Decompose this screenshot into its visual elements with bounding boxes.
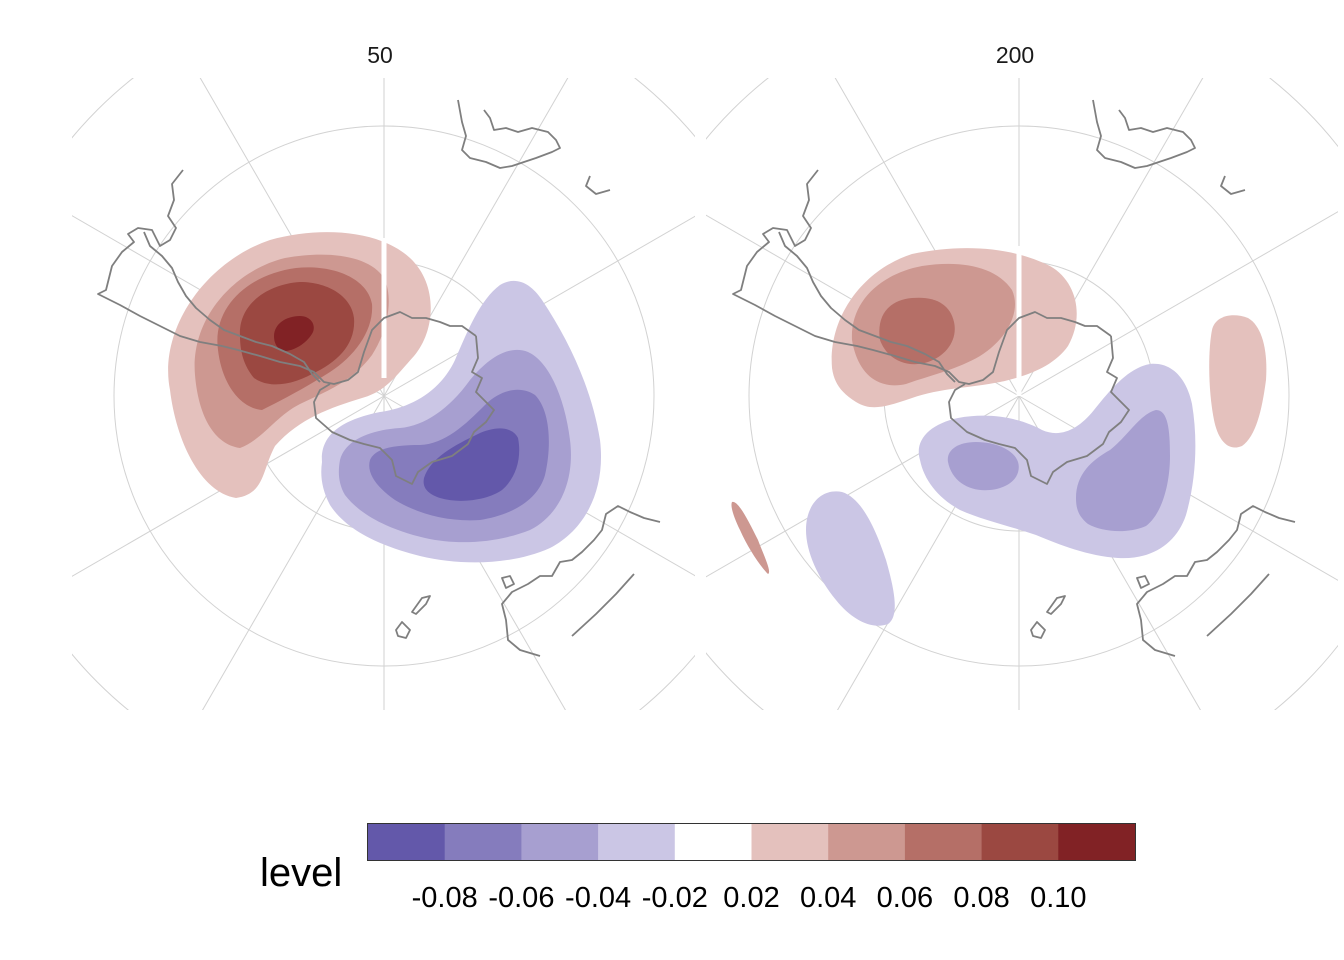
coastline-australia bbox=[1136, 505, 1296, 657]
legend-tick-label: 0.08 bbox=[953, 882, 1009, 914]
legend-bin-4 bbox=[674, 824, 752, 860]
legend-bin-9 bbox=[1058, 824, 1136, 860]
seam-right bbox=[1016, 246, 1022, 396]
panel-title-200: 200 bbox=[996, 42, 1034, 68]
legend-bin-8 bbox=[981, 824, 1059, 860]
coastline-antarctica bbox=[313, 335, 495, 485]
legend-bin-0 bbox=[368, 824, 446, 860]
legend-bin-6 bbox=[828, 824, 906, 860]
coastline-island-2 bbox=[1030, 621, 1046, 639]
negative-anomaly-left bbox=[321, 280, 602, 563]
legend-tick-label: 0.02 bbox=[723, 882, 779, 914]
legend-tick-label: 0.04 bbox=[800, 882, 856, 914]
coastline-south-america-inner bbox=[143, 231, 321, 383]
coastline-island-3 bbox=[1136, 575, 1150, 589]
seam-left bbox=[381, 238, 387, 378]
contour-band--0.04-b bbox=[1076, 410, 1170, 532]
negative-anomaly-southwest bbox=[806, 491, 895, 626]
panel-200: 200 bbox=[706, 42, 1338, 710]
legend-bin-2 bbox=[521, 824, 599, 860]
coastline-island-3 bbox=[501, 575, 515, 589]
contour-band-0.10 bbox=[274, 316, 314, 351]
contour-band-0.06 bbox=[879, 297, 955, 365]
legend-title: level bbox=[260, 851, 342, 895]
negative-anomaly-right bbox=[806, 363, 1196, 626]
coastline-island-1 bbox=[411, 595, 431, 615]
coastline-island-1 bbox=[1046, 595, 1066, 615]
legend-bin-7 bbox=[904, 824, 983, 860]
contour-band--0.08 bbox=[423, 428, 520, 501]
legend-tick-label: -0.06 bbox=[488, 882, 554, 914]
legend-bin-3 bbox=[598, 824, 676, 860]
positive-anomaly-southwest bbox=[731, 501, 770, 574]
legend-tick-label: -0.04 bbox=[565, 882, 631, 914]
legend-tick-label: -0.08 bbox=[412, 882, 478, 914]
coastline-south-america-inner bbox=[778, 231, 956, 383]
panel-50: 50 bbox=[72, 42, 695, 710]
legend-colorbar-frame bbox=[367, 823, 1136, 861]
positive-anomaly-right bbox=[731, 246, 1267, 574]
contour-band--0.04 bbox=[947, 442, 1019, 491]
legend-bin-5 bbox=[751, 824, 829, 860]
coastline-island-2 bbox=[395, 621, 411, 639]
coastlines-right bbox=[732, 99, 1296, 657]
coastline-island-madagascar bbox=[1220, 175, 1246, 195]
coastline-africa bbox=[1092, 99, 1196, 169]
legend: level -0.08 -0.06 -0.04 -0.02 0.02 0.04 0.06 0.… bbox=[260, 823, 1136, 914]
coastline-south-america bbox=[97, 169, 477, 385]
positive-anomaly-east bbox=[1209, 315, 1267, 448]
panel-title-50: 50 bbox=[367, 42, 393, 68]
legend-tick-label: -0.02 bbox=[642, 882, 708, 914]
legend-bin-1 bbox=[444, 824, 522, 860]
coastline-australia bbox=[501, 505, 661, 657]
graticule-left bbox=[72, 78, 695, 710]
legend-tick-label: 0.10 bbox=[1030, 882, 1086, 914]
coastline-island-madagascar bbox=[585, 175, 611, 195]
coastline-africa bbox=[457, 99, 561, 169]
coastline-south-america bbox=[732, 169, 1112, 385]
legend-tick-label: 0.06 bbox=[877, 882, 933, 914]
coastline-new-zealand bbox=[1206, 573, 1270, 637]
coastline-antarctica bbox=[948, 335, 1130, 485]
legend-tick-labels: -0.08 -0.06 -0.04 -0.02 0.02 0.04 0.06 0.08 0.10 bbox=[412, 882, 1087, 914]
coastlines-left bbox=[97, 99, 661, 657]
legend-colorbar bbox=[368, 824, 1136, 860]
coastline-new-zealand bbox=[571, 573, 635, 637]
